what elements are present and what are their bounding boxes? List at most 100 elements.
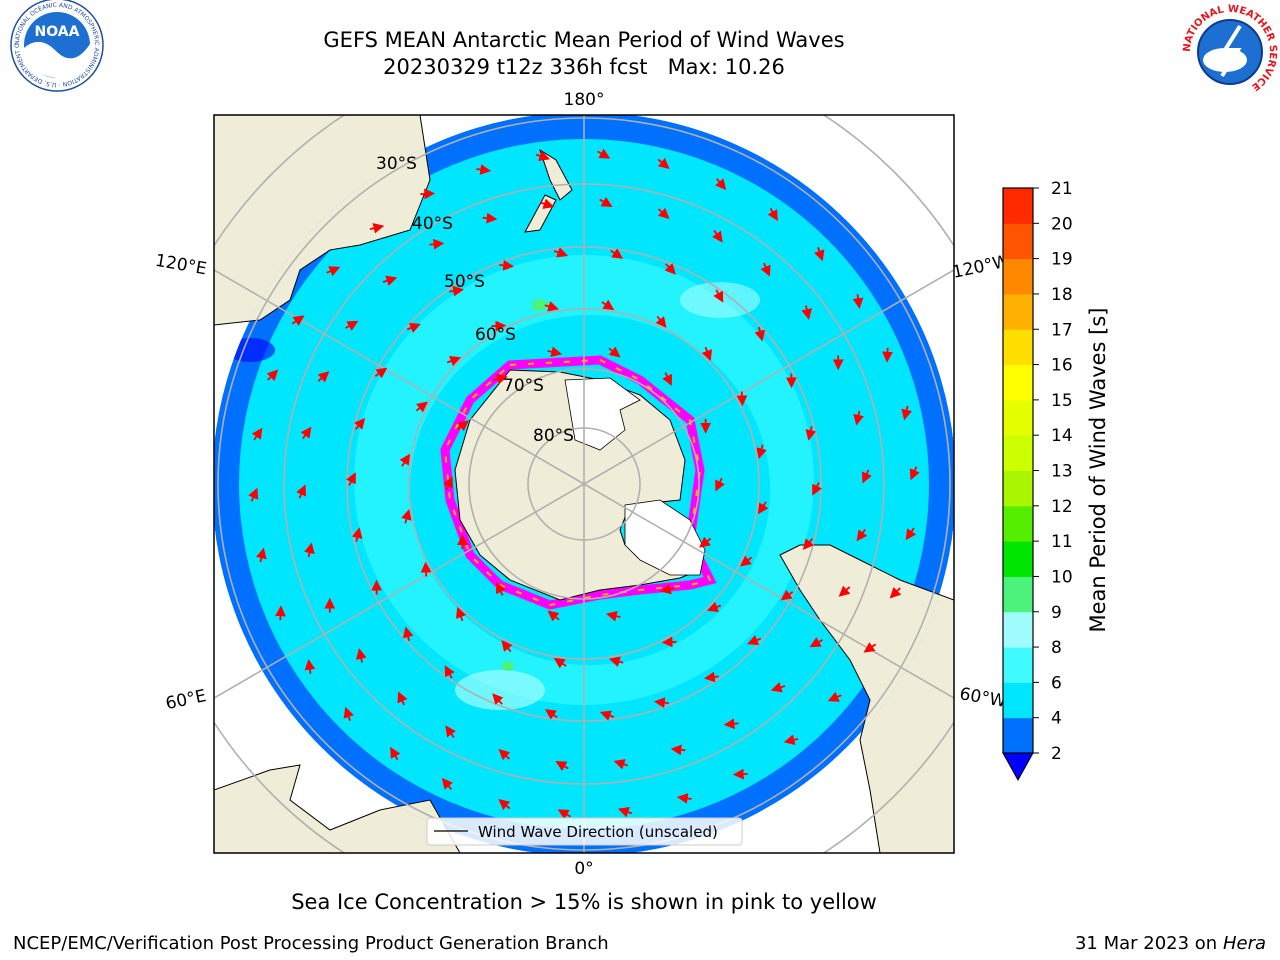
- wave-direction-arrow: [715, 178, 727, 191]
- wave-direction-arrow: [296, 484, 307, 499]
- wave-direction-arrow: [706, 601, 722, 612]
- colorbar-block: [1003, 293, 1033, 330]
- colorbar-tick-label: 17: [1051, 320, 1073, 340]
- wave-direction-arrow: [617, 807, 633, 818]
- wave-direction-arrow: [456, 606, 467, 622]
- wave-direction-arrow: [399, 453, 411, 467]
- wave-direction-arrow: [664, 263, 676, 275]
- colorbar-under-triangle: [1002, 752, 1034, 782]
- wave-direction-arrow: [346, 472, 356, 486]
- wave-direction-arrow: [482, 212, 498, 224]
- wave-direction-arrow: [812, 482, 822, 496]
- colorbar-tick-label: 21: [1051, 179, 1073, 199]
- wave-direction-arrow: [838, 585, 851, 597]
- wave-direction-arrow: [853, 410, 864, 426]
- wave-direction-arrow: [770, 682, 786, 693]
- title-line-2: 20230329 t12z 336h fcst Max: 10.26: [383, 55, 785, 79]
- wave-direction-arrow: [661, 636, 677, 648]
- colorbar-tick-label: 11: [1051, 532, 1073, 552]
- wave-direction-arrow: [827, 691, 842, 702]
- wave-direction-arrow: [780, 589, 794, 601]
- colorbar-block: [1003, 541, 1033, 577]
- wave-direction-arrow: [354, 418, 366, 430]
- wave-direction-arrow: [493, 373, 508, 385]
- lon-label-120e: 120°E: [154, 251, 208, 280]
- colorbar-tick-label: 13: [1051, 462, 1073, 482]
- wave-direction-arrow: [767, 207, 778, 222]
- wave-direction-arrow: [317, 371, 330, 383]
- wave-direction-arrow: [809, 637, 823, 648]
- lon-label-60w: 60°W: [958, 684, 1008, 712]
- wave-direction-arrow: [599, 196, 613, 208]
- wave-direction-arrow: [444, 665, 455, 679]
- wave-direction-arrow: [266, 369, 279, 381]
- wave-direction-arrow: [498, 799, 511, 811]
- wave-direction-arrow: [555, 760, 569, 772]
- wave-direction-arrow: [496, 582, 506, 596]
- colorbar-block: [1003, 223, 1033, 260]
- wave-direction-arrow: [805, 426, 817, 441]
- nws-logo: NATIONAL WEATHER SERVICE: [1182, 4, 1278, 99]
- wave-direction-arrow: [597, 148, 611, 159]
- colorbar-block: [1003, 470, 1033, 507]
- map-legend: Wind Wave Direction (unscaled): [426, 817, 743, 846]
- wave-direction-arrow: [248, 487, 259, 502]
- wave-direction-arrow: [783, 734, 799, 746]
- wave-direction-arrow: [544, 301, 560, 312]
- colorbar-block: [1003, 399, 1033, 436]
- wave-direction-arrow: [657, 157, 670, 169]
- lat-label-60s: 60°S: [475, 325, 516, 345]
- wave-direction-arrow: [397, 691, 408, 706]
- colorbar-tick-label: 19: [1051, 250, 1073, 270]
- wave-direction-arrow: [390, 746, 401, 761]
- wave-direction-arrow: [355, 648, 367, 663]
- lon-label-180: 180°: [564, 90, 605, 110]
- wave-direction-arrow: [256, 547, 267, 563]
- colorbar-tick-label: 6: [1051, 673, 1062, 693]
- wave-direction-arrow: [382, 275, 398, 286]
- colorbar-block: [1003, 258, 1033, 295]
- wave-direction-arrow: [608, 656, 624, 667]
- wave-direction-arrow: [740, 555, 753, 567]
- wave-direction-arrow: [610, 248, 624, 259]
- colorbar-tick-label: 12: [1051, 497, 1073, 517]
- wave-direction-arrow: [814, 247, 825, 262]
- colorbar-block: [1003, 505, 1033, 542]
- colorbar-tick-label: 2: [1051, 744, 1062, 764]
- wave-direction-arrow: [402, 626, 414, 642]
- wave-direction-arrow: [754, 326, 766, 342]
- wave-direction-arrow: [540, 198, 555, 209]
- title-line-1: GEFS MEAN Antarctic Mean Period of Wind …: [323, 28, 845, 52]
- lat-label-40s: 40°S: [412, 214, 453, 234]
- wave-direction-arrow: [351, 527, 363, 542]
- wave-direction-arrow: [861, 469, 872, 484]
- wave-direction-arrow: [701, 346, 712, 362]
- colorbar-tick-label: 18: [1051, 285, 1073, 305]
- lat-label-70s: 70°S: [503, 376, 544, 396]
- wave-direction-arrow: [547, 346, 563, 358]
- colorbar: 2 4 6 8 9 10 11 12 13 14 15 16 17 18 19 20 21 Mean Perio…: [1002, 179, 1110, 782]
- wave-direction-arrow: [304, 659, 316, 674]
- wave-direction-arrow: [657, 207, 670, 220]
- wave-direction-arrow: [443, 476, 453, 491]
- wave-direction-arrow: [608, 346, 621, 358]
- wave-direction-arrow: [852, 294, 864, 309]
- wave-direction-arrow: [446, 356, 462, 367]
- wave-direction-arrow: [712, 229, 723, 243]
- noaa-logo-text: NOAA: [35, 24, 80, 40]
- wave-direction-arrow: [420, 188, 436, 200]
- lon-label-60e: 60°E: [164, 686, 208, 714]
- wave-direction-arrow: [420, 561, 432, 577]
- wave-direction-arrow: [553, 657, 567, 669]
- lat-label-80s: 80°S: [533, 426, 574, 446]
- colorbar-block: [1003, 188, 1033, 224]
- wave-direction-arrow: [251, 427, 263, 441]
- wave-direction-arrow: [491, 320, 507, 332]
- wave-direction-arrow: [326, 266, 341, 277]
- wave-direction-arrow: [535, 150, 551, 161]
- wave-direction-arrow: [547, 610, 560, 622]
- wave-direction-arrow: [415, 401, 428, 413]
- lon-label-0: 0°: [574, 859, 593, 879]
- colorbar-block: [1003, 682, 1033, 719]
